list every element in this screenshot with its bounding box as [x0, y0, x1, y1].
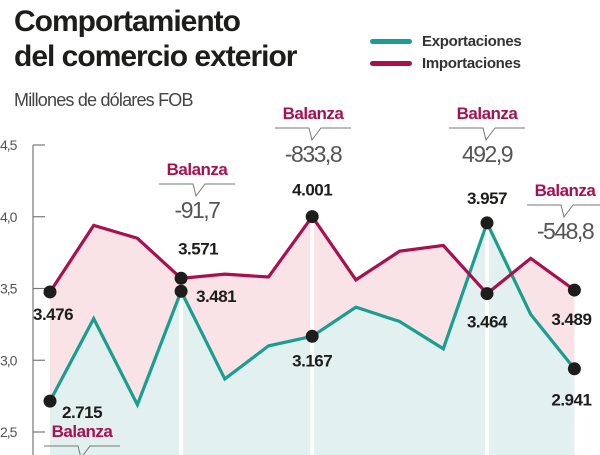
data-label: 2.941 — [551, 391, 591, 410]
data-point — [305, 329, 319, 343]
data-label: 3.476 — [33, 305, 73, 324]
y-tick-label: 3,0 — [0, 352, 18, 368]
legend-item-exportaciones: Exportaciones — [370, 30, 522, 52]
balanza-value: -91,7 — [175, 197, 221, 223]
legend-label-exportaciones: Exportaciones — [422, 32, 522, 50]
balanza-bracket — [275, 127, 351, 142]
balanza-bracket — [44, 445, 120, 455]
balanza-value: -548,8 — [537, 218, 594, 244]
y-tick-label: 4,0 — [0, 209, 18, 225]
data-point — [567, 362, 581, 376]
y-tick-label: 2,5 — [0, 424, 18, 440]
legend-swatch-exportaciones — [370, 38, 412, 44]
y-tick-label: 3,5 — [0, 281, 18, 297]
data-label: 4.001 — [292, 181, 332, 200]
data-label: 3.167 — [292, 351, 332, 370]
data-label: 2.715 — [62, 403, 102, 422]
data-point — [305, 210, 319, 224]
balanza-bracket — [159, 183, 235, 198]
data-label: 3.571 — [178, 239, 218, 258]
chart-title: Comportamiento del comercio exterior — [14, 4, 297, 74]
legend: Exportaciones Importaciones — [370, 30, 522, 74]
balanza-value: -833,8 — [285, 141, 342, 167]
balanza-value: 492,9 — [462, 141, 513, 167]
y-tick-label: 4,5 — [0, 137, 18, 153]
balanza-bracket — [527, 204, 600, 219]
data-point — [174, 271, 188, 285]
title-line-2: del comercio exterior — [14, 40, 297, 73]
data-label: 3.957 — [467, 189, 507, 208]
balanza-label: Balanza — [167, 160, 229, 179]
chart-subtitle: Millones de dólares FOB — [14, 90, 193, 110]
data-point — [43, 285, 57, 299]
data-point — [567, 283, 581, 297]
title-line-1: Comportamiento — [14, 5, 241, 38]
balanza-label: Balanza — [535, 181, 597, 200]
data-point — [480, 216, 494, 230]
balanza-bracket — [449, 127, 525, 142]
legend-swatch-importaciones — [370, 60, 412, 66]
data-point — [174, 284, 188, 298]
data-label: 3.481 — [196, 287, 236, 306]
balanza-label: Balanza — [283, 104, 345, 123]
data-label: 3.464 — [467, 313, 508, 332]
legend-item-importaciones: Importaciones — [370, 52, 521, 74]
data-point — [43, 394, 57, 408]
balanza-label: Balanza — [457, 104, 519, 123]
data-label: 3.489 — [551, 310, 591, 329]
balanza-label: Balanza — [52, 422, 114, 441]
legend-label-importaciones: Importaciones — [422, 54, 521, 72]
data-point — [480, 287, 494, 301]
